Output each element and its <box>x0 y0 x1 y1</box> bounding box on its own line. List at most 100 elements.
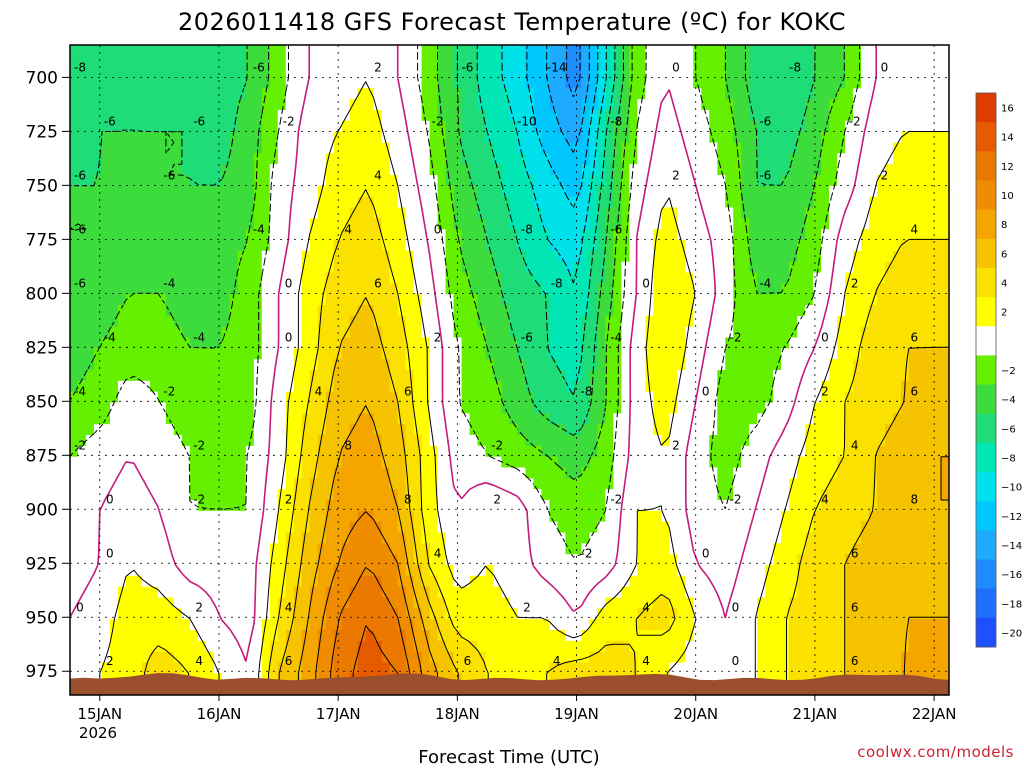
temperature-cell <box>717 305 726 317</box>
temperature-cell <box>269 391 279 404</box>
temperature-cell <box>125 424 135 436</box>
temperature-cell <box>885 380 894 393</box>
temperature-cell <box>733 229 742 241</box>
temperature-cell <box>469 131 479 144</box>
temperature-cell <box>421 272 431 284</box>
temperature-cell <box>765 337 774 349</box>
temperature-cell <box>461 370 471 382</box>
temperature-cell <box>685 413 694 425</box>
temperature-cell <box>365 348 375 360</box>
temperature-cell <box>637 456 646 469</box>
temperature-cell <box>765 521 774 534</box>
temperature-cell <box>941 380 949 393</box>
temperature-cell <box>597 99 606 111</box>
temperature-cell <box>85 175 95 187</box>
temperature-cell <box>445 185 455 198</box>
temperature-cell <box>365 110 375 122</box>
temperature-cell <box>677 283 686 295</box>
temperature-cell <box>589 99 598 111</box>
temperature-cell <box>317 77 327 89</box>
temperature-cell <box>669 218 678 230</box>
temperature-cell <box>93 510 103 523</box>
temperature-cell <box>589 424 598 436</box>
temperature-cell <box>77 402 87 414</box>
temperature-cell <box>229 185 239 198</box>
temperature-cell <box>837 88 846 100</box>
temperature-cell <box>693 456 702 469</box>
temperature-cell <box>725 305 734 317</box>
temperature-cell <box>717 175 726 187</box>
temperature-cell <box>677 142 686 154</box>
temperature-cell <box>893 175 902 187</box>
temperature-cell <box>381 120 391 133</box>
temperature-cell <box>909 142 918 154</box>
temperature-cell <box>469 45 479 57</box>
temperature-cell <box>125 510 135 523</box>
temperature-cell <box>837 500 846 512</box>
temperature-cell <box>789 424 798 436</box>
temperature-cell <box>541 55 551 68</box>
temperature-cell <box>541 510 551 523</box>
temperature-cell <box>77 380 87 393</box>
temperature-cell <box>325 489 335 501</box>
temperature-cell <box>101 305 111 317</box>
temperature-cell <box>173 532 183 544</box>
temperature-cell <box>189 88 199 100</box>
temperature-cell <box>117 315 127 328</box>
temperature-cell <box>677 424 686 436</box>
temperature-cell <box>461 315 471 328</box>
temperature-cell <box>309 348 319 360</box>
temperature-cell <box>581 391 591 404</box>
temperature-cell <box>373 315 383 328</box>
temperature-cell <box>293 456 303 469</box>
temperature-cell <box>165 500 175 512</box>
temperature-cell <box>629 370 638 382</box>
temperature-cell <box>565 153 575 165</box>
temperature-cell <box>789 250 798 263</box>
temperature-cell <box>533 348 543 360</box>
temperature-cell <box>229 272 239 284</box>
temperature-cell <box>829 77 838 89</box>
temperature-cell <box>813 283 822 295</box>
temperature-cell <box>405 229 415 241</box>
temperature-cell <box>933 489 942 501</box>
temperature-cell <box>325 500 335 512</box>
temperature-cell <box>869 185 878 198</box>
temperature-cell <box>709 45 718 57</box>
temperature-cell <box>709 185 718 198</box>
temperature-cell <box>717 435 726 447</box>
temperature-cell <box>613 500 622 512</box>
temperature-cell <box>669 402 678 414</box>
temperature-cell <box>125 142 135 154</box>
temperature-cell <box>373 445 383 458</box>
temperature-cell <box>173 142 183 154</box>
temperature-cell <box>157 250 167 263</box>
temperature-cell <box>197 153 207 165</box>
temperature-cell <box>645 99 654 111</box>
temperature-cell <box>717 272 726 284</box>
temperature-cell <box>725 337 734 349</box>
temperature-cell <box>125 250 135 263</box>
temperature-cell <box>341 413 351 425</box>
temperature-cell <box>589 283 598 295</box>
temperature-cell <box>565 500 575 512</box>
temperature-cell <box>637 337 646 349</box>
temperature-cell <box>701 88 710 100</box>
temperature-cell <box>477 77 487 89</box>
temperature-cell <box>429 229 439 241</box>
temperature-cell <box>741 326 750 339</box>
temperature-cell <box>909 131 918 144</box>
temperature-cell <box>581 283 591 295</box>
temperature-cell <box>613 521 622 534</box>
temperature-cell <box>413 153 423 165</box>
temperature-cell <box>421 435 431 447</box>
temperature-cell <box>205 88 215 100</box>
temperature-cell <box>749 66 758 79</box>
temperature-cell <box>797 315 806 328</box>
temperature-cell <box>501 88 511 100</box>
temperature-cell <box>917 500 926 512</box>
temperature-cell <box>237 196 247 209</box>
temperature-cell <box>917 110 926 122</box>
temperature-cell <box>805 153 814 165</box>
temperature-cell <box>261 196 271 209</box>
